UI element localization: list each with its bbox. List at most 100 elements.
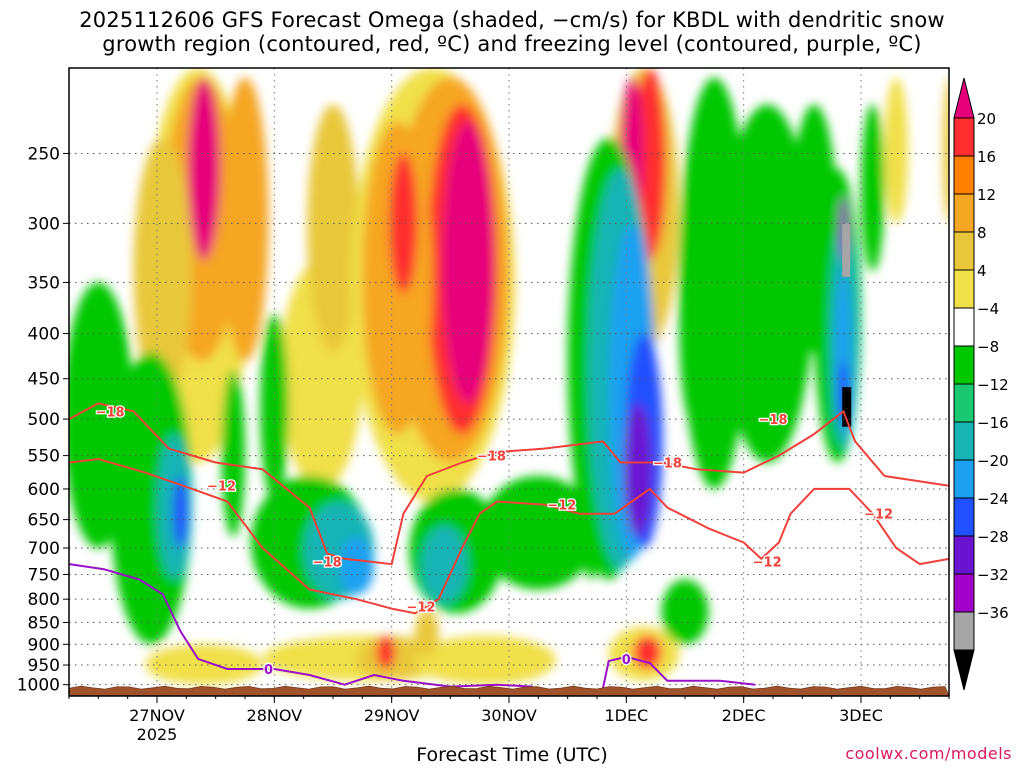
- freezing-level-contour-b: [601, 655, 756, 689]
- omega-blob-46: [679, 223, 703, 420]
- omega-blob-24: [633, 635, 662, 670]
- omega-blob-35: [421, 525, 468, 604]
- colorbar-swatch-1: [953, 155, 975, 195]
- y-tick-label-700: 700: [28, 539, 60, 559]
- colorbar-label-6: −8: [977, 338, 999, 356]
- x-tick-label-4: 1DEC: [604, 706, 648, 725]
- omega-gray-pixel: [842, 223, 851, 277]
- freezing-label-1: 0: [622, 653, 631, 668]
- colorbar-swatch-9: [953, 459, 975, 499]
- omega-blob-16: [943, 77, 949, 224]
- freezing-label-0: 0: [264, 663, 273, 678]
- colorbar-swatch-5: [953, 307, 975, 347]
- y-tick-label-400: 400: [28, 325, 60, 345]
- x-tick-label-3: 30NOV: [481, 706, 537, 725]
- dgz-contour-minus18: [69, 402, 949, 566]
- y-tick-label-750: 750: [28, 565, 60, 585]
- x-tick-label-5: 2DEC: [722, 706, 766, 725]
- colorbar-swatch-11: [953, 535, 975, 575]
- omega-blob-17: [884, 77, 908, 224]
- dgz-label-0: −18: [96, 405, 125, 420]
- y-tick-label-900: 900: [28, 635, 60, 655]
- omega-blob-25: [415, 635, 556, 685]
- colorbar-label-4: 4: [977, 262, 987, 280]
- omega-blob-49: [861, 104, 885, 272]
- dgz-label-4: −12: [407, 600, 436, 615]
- colorbar-swatch-6: [953, 345, 975, 385]
- colorbar-swatch-12: [953, 573, 975, 613]
- colorbar-label-11: −28: [977, 528, 1009, 546]
- terrain-ground: [68, 685, 950, 697]
- colorbar-label-1: 16: [977, 148, 996, 166]
- surface-terrain: [68, 685, 950, 697]
- dgz-contour-minus12: [69, 458, 949, 615]
- omega-blob-26: [415, 608, 439, 657]
- y-tick-label-550: 550: [28, 447, 60, 467]
- omega-shading-field: [69, 68, 949, 685]
- colorbar-top-arrow: [953, 77, 975, 119]
- y-tick-label-1000: 1000: [17, 676, 60, 696]
- colorbar-swatch-0: [953, 117, 975, 157]
- y-tick-label-850: 850: [28, 613, 60, 633]
- y-tick-label-250: 250: [28, 144, 60, 164]
- omega-blob-4: [133, 137, 193, 404]
- colorbar-label-5: −4: [977, 300, 999, 318]
- chart-title-line1: 2025112606 GFS Forecast Omega (shaded, −…: [79, 8, 945, 32]
- dgz-label-7: −18: [759, 413, 788, 428]
- colorbar-swatch-8: [953, 421, 975, 461]
- omega-blob-55: [661, 579, 709, 645]
- omega-blob-56: [133, 589, 146, 636]
- colorbar-label-8: −16: [977, 414, 1009, 432]
- dgz-label-8: −12: [753, 555, 782, 570]
- omega-blob-30: [173, 475, 188, 549]
- colorbar-swatch-13: [953, 611, 975, 651]
- y-tick-label-500: 500: [28, 410, 60, 430]
- colorbar-swatch-3: [953, 231, 975, 271]
- dgz-label-1: −12: [207, 480, 236, 495]
- freezing-level-contour-a: [69, 563, 533, 688]
- x-tick-label-1: 28NOV: [247, 706, 303, 725]
- omega-blob-33: [338, 536, 375, 595]
- colorbar-label-3: 8: [977, 224, 987, 242]
- x-axis-title: Forecast Time (UTC): [416, 744, 608, 766]
- colorbar: 20 16 12 8 4 −4 −8 −12 −16 −20 −24 −28 −32 −36: [953, 77, 1009, 691]
- omega-blob-21: [376, 635, 396, 670]
- colorbar-label-2: 12: [977, 186, 996, 204]
- omega-blob-36: [260, 313, 289, 502]
- chart-title-line2: growth region (contoured, red, ºC) and f…: [102, 32, 922, 56]
- y-tick-label-350: 350: [28, 273, 60, 293]
- y-tick-label-950: 950: [28, 656, 60, 676]
- contour-lines: −18 −12 −18 −18 −12 −18 −12 −18 −12 −12 0 0: [69, 402, 949, 689]
- omega-blob-10: [442, 121, 494, 404]
- omega-blob-12: [389, 153, 418, 294]
- omega-blob-37: [221, 370, 245, 537]
- y-tick-label-450: 450: [28, 370, 60, 390]
- x-tick-sublabel-0: 2025: [137, 725, 178, 744]
- y-tick-label-300: 300: [28, 214, 60, 234]
- colorbar-swatch-10: [953, 497, 975, 537]
- y-axis: 2503003504004505005506006507007508008509…: [17, 144, 69, 696]
- dgz-label-3: −18: [477, 450, 506, 465]
- y-tick-label-600: 600: [28, 480, 60, 500]
- y-tick-label-800: 800: [28, 590, 60, 610]
- omega-black-pixel: [842, 387, 852, 427]
- x-tick-label-0: 27NOV: [129, 706, 185, 725]
- omega-blob-2: [187, 77, 221, 260]
- colorbar-swatch-2: [953, 193, 975, 233]
- omega-blob-3: [221, 77, 269, 362]
- omega-blob-44: [623, 403, 653, 537]
- x-tick-label-6: 3DEC: [839, 706, 883, 725]
- dgz-label-9: −12: [864, 508, 893, 523]
- credit-text: coolwx.com/models: [845, 744, 1012, 763]
- dgz-label-2: −18: [313, 555, 342, 570]
- colorbar-swatch-7: [953, 383, 975, 423]
- colorbar-swatch-4: [953, 269, 975, 309]
- omega-blob-6: [307, 104, 359, 353]
- colorbar-bottom-arrow: [953, 649, 975, 691]
- colorbar-label-0: 20: [977, 110, 996, 128]
- colorbar-label-9: −20: [977, 452, 1009, 470]
- dgz-label-6: −12: [547, 499, 576, 514]
- colorbar-label-13: −36: [977, 604, 1009, 622]
